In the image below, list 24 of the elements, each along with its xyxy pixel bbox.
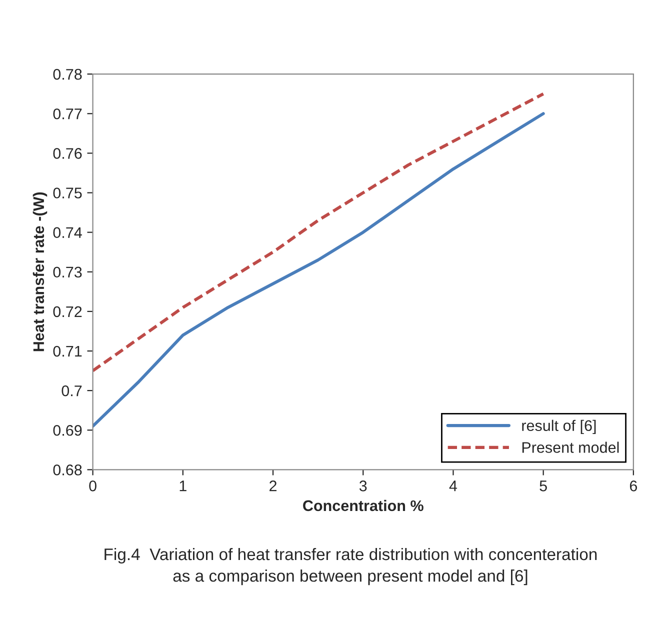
y-tick-label: 0.71	[53, 346, 82, 357]
x-tick-label: 0	[89, 480, 96, 492]
x-tick-label: 5	[540, 480, 547, 492]
x-tick-label: 1	[180, 480, 186, 492]
y-tick-label: 0.77	[53, 108, 82, 120]
x-axis-title: Concentration %	[303, 500, 424, 512]
y-tick-label: 0.78	[53, 68, 82, 80]
y-tick-label: 0.68	[53, 464, 82, 476]
legend-label: result of [6]	[522, 420, 596, 434]
y-tick-label: 0.72	[53, 306, 82, 318]
y-tick-label: 0.7	[62, 385, 82, 396]
y-tick-label: 0.74	[53, 227, 82, 238]
line-series	[92, 92, 545, 372]
x-tick-label: 6	[630, 480, 637, 492]
x-tick-label: 4	[449, 480, 458, 492]
y-tick-label: 0.75	[53, 188, 82, 198]
y-tick-label: 0.73	[53, 266, 82, 278]
y-tick-label: 0.76	[53, 148, 82, 159]
y-axis-title: Heat transfer rate -(W)	[32, 192, 48, 352]
y-tick-label: 0.69	[53, 424, 82, 436]
x-tick-label: 2	[270, 480, 276, 492]
legend-label: Present model	[522, 442, 619, 453]
x-tick-label: 3	[359, 480, 367, 492]
caption: Fig.4 Variation of heat transfer rate distribution with concenteration as a comparison between present model and [6]	[104, 548, 597, 586]
